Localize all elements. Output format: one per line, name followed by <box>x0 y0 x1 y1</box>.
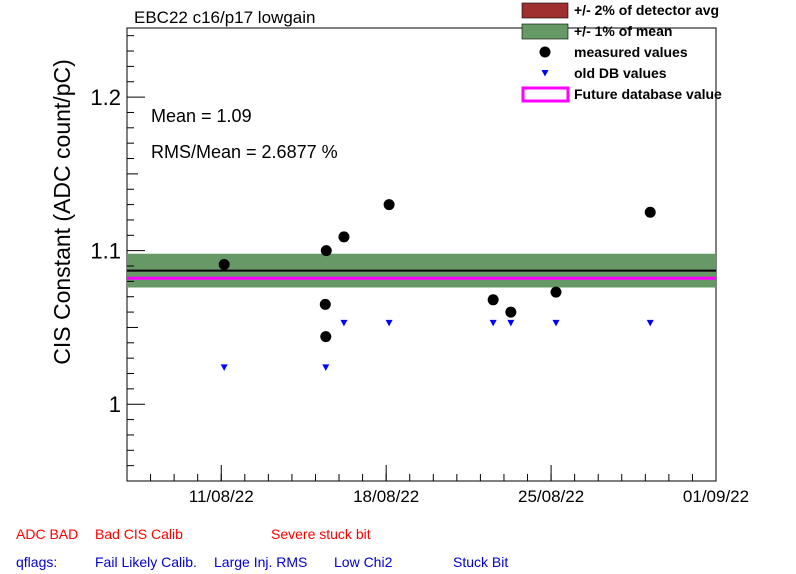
mean-stat: Mean = 1.09 <box>151 106 252 126</box>
flag-label: Low Chi2 <box>334 554 393 570</box>
reference-lines <box>127 269 716 280</box>
x-tick-label: 25/08/22 <box>518 487 584 506</box>
x-tick-label: 11/08/22 <box>189 487 254 506</box>
measured-point <box>320 331 332 343</box>
measured-point <box>320 245 332 257</box>
flag-label: Large Inj. RMS <box>214 554 308 570</box>
axes: 1 1.1 1.2 11/08/22 18/08/22 25/08/22 01/09/22 <box>90 35 749 506</box>
legend-swatch-box <box>521 2 569 19</box>
measured-point <box>338 231 350 243</box>
flag-label: Bad CIS Calib <box>95 526 183 542</box>
measured-point <box>505 306 517 318</box>
measured-point <box>487 294 499 306</box>
x-tick-label: 01/09/22 <box>683 487 749 506</box>
y-axis-label: CIS Constant (ADC count/pC) <box>49 59 75 365</box>
measured-point <box>550 286 562 298</box>
legend-label: old DB values <box>574 65 667 81</box>
legend-swatch-box <box>521 23 569 40</box>
legend: +/- 2% of detector avg +/- 1% of mean meas… <box>521 2 722 103</box>
legend-label: +/- 2% of detector avg <box>574 2 719 18</box>
old-db-point <box>385 319 393 327</box>
data-points <box>218 199 656 371</box>
measured-point <box>218 258 230 270</box>
measured-point <box>383 199 395 211</box>
old-db-point <box>220 364 228 371</box>
old-db-point <box>322 364 330 371</box>
legend-label: Future database value <box>574 86 722 102</box>
legend-label: +/- 1% of mean <box>574 23 672 39</box>
legend-label: measured values <box>574 44 688 60</box>
y-tick-label: 1.2 <box>90 85 121 110</box>
y-tick-label: 1 <box>109 392 121 417</box>
y-tick-label: 1.1 <box>90 239 121 264</box>
old-db-point <box>552 319 560 327</box>
flag-label: Severe stuck bit <box>271 526 371 542</box>
measured-point <box>319 298 331 310</box>
measured-point <box>644 206 656 218</box>
old-db-point <box>489 319 497 327</box>
legend-swatch-triangle <box>541 70 549 77</box>
flag-label: ADC BAD <box>16 526 79 542</box>
chart-title: EBC22 c16/p17 lowgain <box>134 8 315 27</box>
flag-label: qflags: <box>16 554 58 570</box>
old-db-point <box>340 319 348 327</box>
old-db-point <box>646 319 654 327</box>
flag-label: Stuck Bit <box>453 554 509 570</box>
x-tick-label: 18/08/22 <box>353 487 419 506</box>
flag-label: Fail Likely Calib. <box>95 554 197 570</box>
legend-swatch-dot <box>539 46 551 58</box>
legend-swatch-outline <box>521 86 570 103</box>
old-db-point <box>507 319 515 327</box>
rms-stat: RMS/Mean = 2.6877 % <box>151 142 338 162</box>
